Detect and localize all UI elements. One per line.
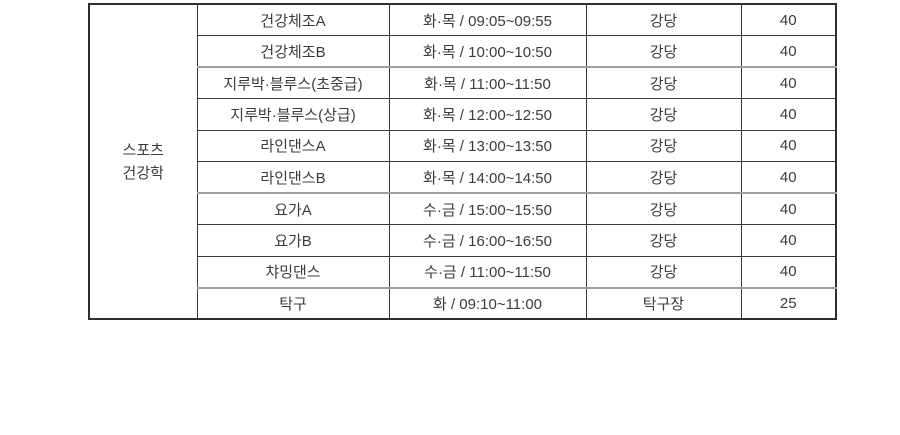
program-schedule-table-wrap: 스포츠 건강학 건강체조A 화·목 / 09:05~09:55 강당 40 건강… xyxy=(88,3,837,320)
table-row: 지루박·블루스(상급) 화·목 / 12:00~12:50 강당 40 xyxy=(89,98,837,131)
schedule-cell: 수·금 / 11:00~11:50 xyxy=(388,255,587,288)
capacity-cell: 40 xyxy=(740,224,837,257)
program-cell: 챠밍댄스 xyxy=(196,255,390,288)
table-row: 라인댄스B 화·목 / 14:00~14:50 강당 40 xyxy=(89,161,837,194)
schedule-cell: 화·목 / 14:00~14:50 xyxy=(388,161,587,194)
schedule-cell: 수·금 / 15:00~15:50 xyxy=(388,192,587,225)
table-row: 탁구 화 / 09:10~11:00 탁구장 25 xyxy=(89,286,837,320)
table-row: 지루박·블루스(초중급) 화·목 / 11:00~11:50 강당 40 xyxy=(89,66,837,99)
location-cell: 강당 xyxy=(585,3,742,36)
location-cell: 강당 xyxy=(585,35,742,68)
program-cell: 지루박·블루스(초중급) xyxy=(196,66,390,99)
schedule-cell: 수·금 / 16:00~16:50 xyxy=(388,224,587,257)
location-cell: 강당 xyxy=(585,129,742,162)
program-cell: 요가B xyxy=(196,224,390,257)
capacity-cell: 40 xyxy=(740,255,837,288)
table-row: 라인댄스A 화·목 / 13:00~13:50 강당 40 xyxy=(89,129,837,162)
location-cell: 강당 xyxy=(585,98,742,131)
schedule-cell: 화·목 / 11:00~11:50 xyxy=(388,66,587,99)
schedule-cell: 화·목 / 13:00~13:50 xyxy=(388,129,587,162)
capacity-cell: 25 xyxy=(740,286,837,320)
capacity-cell: 40 xyxy=(740,3,837,36)
table-row: 챠밍댄스 수·금 / 11:00~11:50 강당 40 xyxy=(89,255,837,288)
table-row: 건강체조B 화·목 / 10:00~10:50 강당 40 xyxy=(89,35,837,68)
program-cell: 요가A xyxy=(196,192,390,225)
location-cell: 강당 xyxy=(585,161,742,194)
program-cell: 라인댄스A xyxy=(196,129,390,162)
program-schedule-table: 스포츠 건강학 건강체조A 화·목 / 09:05~09:55 강당 40 건강… xyxy=(88,3,837,320)
capacity-cell: 40 xyxy=(740,192,837,225)
table-row: 스포츠 건강학 건강체조A 화·목 / 09:05~09:55 강당 40 xyxy=(88,3,837,320)
schedule-cell: 화 / 09:10~11:00 xyxy=(388,286,587,320)
schedule-cell: 화·목 / 09:05~09:55 xyxy=(388,3,587,36)
location-cell: 탁구장 xyxy=(585,286,742,320)
program-cell: 건강체조A xyxy=(196,3,390,36)
schedule-cell: 화·목 / 10:00~10:50 xyxy=(388,35,587,68)
category-line: 스포츠 xyxy=(122,141,164,159)
location-cell: 강당 xyxy=(585,224,742,257)
program-cell: 지루박·블루스(상급) xyxy=(196,98,390,131)
capacity-cell: 40 xyxy=(740,98,837,131)
table-row: 요가B 수·금 / 16:00~16:50 강당 40 xyxy=(89,224,837,257)
schedule-cell: 화·목 / 12:00~12:50 xyxy=(388,98,587,131)
capacity-cell: 40 xyxy=(740,161,837,194)
program-cell: 건강체조B xyxy=(196,35,390,68)
location-cell: 강당 xyxy=(585,66,742,99)
table-row: 요가A 수·금 / 15:00~15:50 강당 40 xyxy=(89,192,837,225)
location-cell: 강당 xyxy=(585,255,742,288)
capacity-cell: 40 xyxy=(740,129,837,162)
program-cell: 탁구 xyxy=(196,286,390,320)
capacity-cell: 40 xyxy=(740,66,837,99)
category-line: 건강학 xyxy=(122,164,164,182)
program-cell: 라인댄스B xyxy=(196,161,390,194)
category-cell: 스포츠 건강학 xyxy=(88,3,198,320)
capacity-cell: 40 xyxy=(740,35,837,68)
location-cell: 강당 xyxy=(585,192,742,225)
